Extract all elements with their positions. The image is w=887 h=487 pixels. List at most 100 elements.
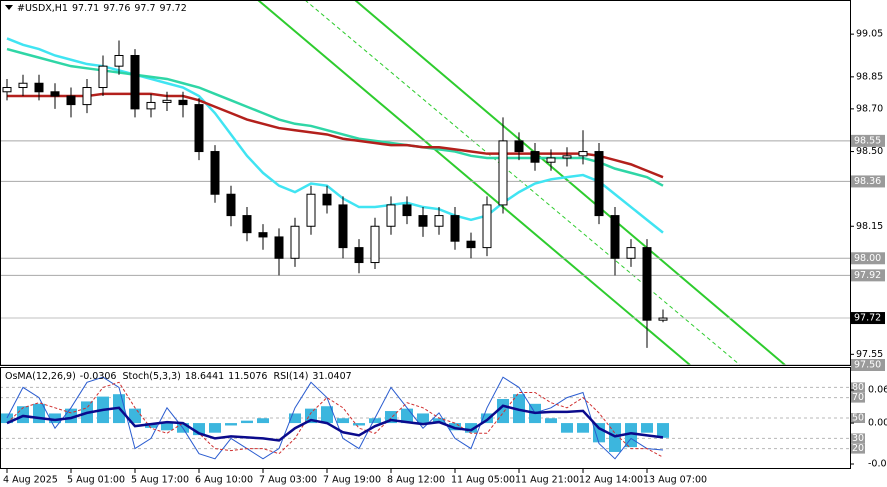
last-high: 97.76 [103,3,130,14]
channel-mid-line [304,0,741,366]
candle-body [578,151,588,157]
osma-bar [561,423,573,433]
candle-body [242,215,252,234]
osma-bar [49,413,61,424]
osma-bar [465,423,477,433]
last-open: 97.71 [72,3,99,14]
level-label-box [851,269,885,282]
y2-tick-box [851,392,865,403]
x-tick-label: 4 Aug 2025 [3,475,58,486]
candle-body [354,247,364,264]
y-tick-label: 98.15 [856,221,883,232]
y-tick-label: 98.85 [856,71,883,82]
osma-bar [337,418,349,424]
osma-bar [353,423,365,426]
y2-tick-label: 30 [852,433,864,444]
x-tick-label: 5 Aug 01:00 [67,475,125,486]
osma-bar [449,423,461,431]
y-tick-label: 99.05 [856,29,883,40]
x-tick-label: 7 Aug 03:00 [259,475,317,486]
y-tick-label: 0.0687 [868,385,887,396]
y2-tick-label: 50 [852,413,864,424]
price-panel-frame [0,0,851,366]
osma-bar [433,418,445,424]
y2-tick-box [851,443,865,454]
candle-body [274,236,284,259]
candle-body [306,193,316,227]
candle-body [18,82,28,89]
x-tick-label: 6 Aug 10:00 [195,475,253,486]
candle-body [50,91,60,97]
osma-bar [497,399,509,424]
candle-body [338,204,348,249]
candle-body [114,54,124,67]
osma-bar [417,413,429,424]
level-label: 97.92 [854,270,881,281]
y-tick-label: 98.50 [856,146,883,157]
legend-entry: OsMA(12,26,9) [5,371,76,382]
osma-bar [17,406,29,424]
candle-body [34,82,44,93]
x-tick-label: 13 Aug 07:00 [643,475,707,486]
osma-bar [161,423,173,431]
osma-bar [625,423,637,448]
x-tick-label: 5 Aug 17:00 [131,475,189,486]
candle-body [514,140,524,153]
y2-tick-box [851,382,865,393]
candle-body [66,95,76,106]
candle-body [626,247,636,259]
candle-body [258,232,268,238]
price-label: 97.72 [854,313,881,324]
x-tick-label: 8 Aug 12:00 [387,475,445,486]
y-tick-label: 97.55 [856,349,883,360]
legend-entry: Stoch(5,3,3) [122,371,180,382]
indicator-value: 31.0407 [312,371,351,382]
y2-tick-label: 20 [852,443,864,454]
indicator-line [6,376,664,460]
level-label: 98.55 [854,135,881,146]
osma-bar [257,418,269,424]
last-close: 97.72 [160,3,187,14]
osma-bar [241,420,253,424]
moving-average [7,92,664,179]
y2-tick-label: 80 [852,382,864,393]
candle-body [466,240,476,249]
osma-bar [321,406,333,424]
candle-body [530,151,540,163]
level-label-box [851,252,885,265]
legend-entry: RSI(14) [273,371,308,382]
y-tick-label: 0.00 [868,418,887,429]
menu-arrow[interactable] [5,5,13,10]
x-tick-label: 11 Aug 05:00 [451,475,515,486]
candle-body [194,104,204,153]
candle-body [450,215,460,242]
candle-body [658,317,668,321]
osma-bar [289,413,301,424]
candle-body [386,204,396,227]
candle-body [146,101,156,110]
plot [1,37,669,460]
level-label-box [851,134,885,147]
candle-body [82,87,92,106]
indicator-value: -0.0306 [80,371,117,382]
candle-body [402,204,412,217]
indicator-value: 11.5076 [228,371,267,382]
indicator-header: OsMA(12,26,9) -0.0306 Stoch(5,3,3) 18.6441 1… [5,371,352,382]
osma-bar [641,423,653,433]
osma-bar [369,418,381,424]
level-label: 98.36 [854,176,881,187]
candle-body [226,193,236,217]
candle-body [210,151,220,195]
candle-body [178,99,188,106]
candle-body [434,215,444,227]
last-low: 97.7 [134,3,155,14]
candle-body [482,204,492,249]
candle-body [322,193,332,206]
candle-body [98,65,108,89]
moving-average [6,37,664,234]
osma-bar [545,418,557,424]
candle-body [546,157,556,163]
chart-title: #USDX,H1 [17,3,68,14]
